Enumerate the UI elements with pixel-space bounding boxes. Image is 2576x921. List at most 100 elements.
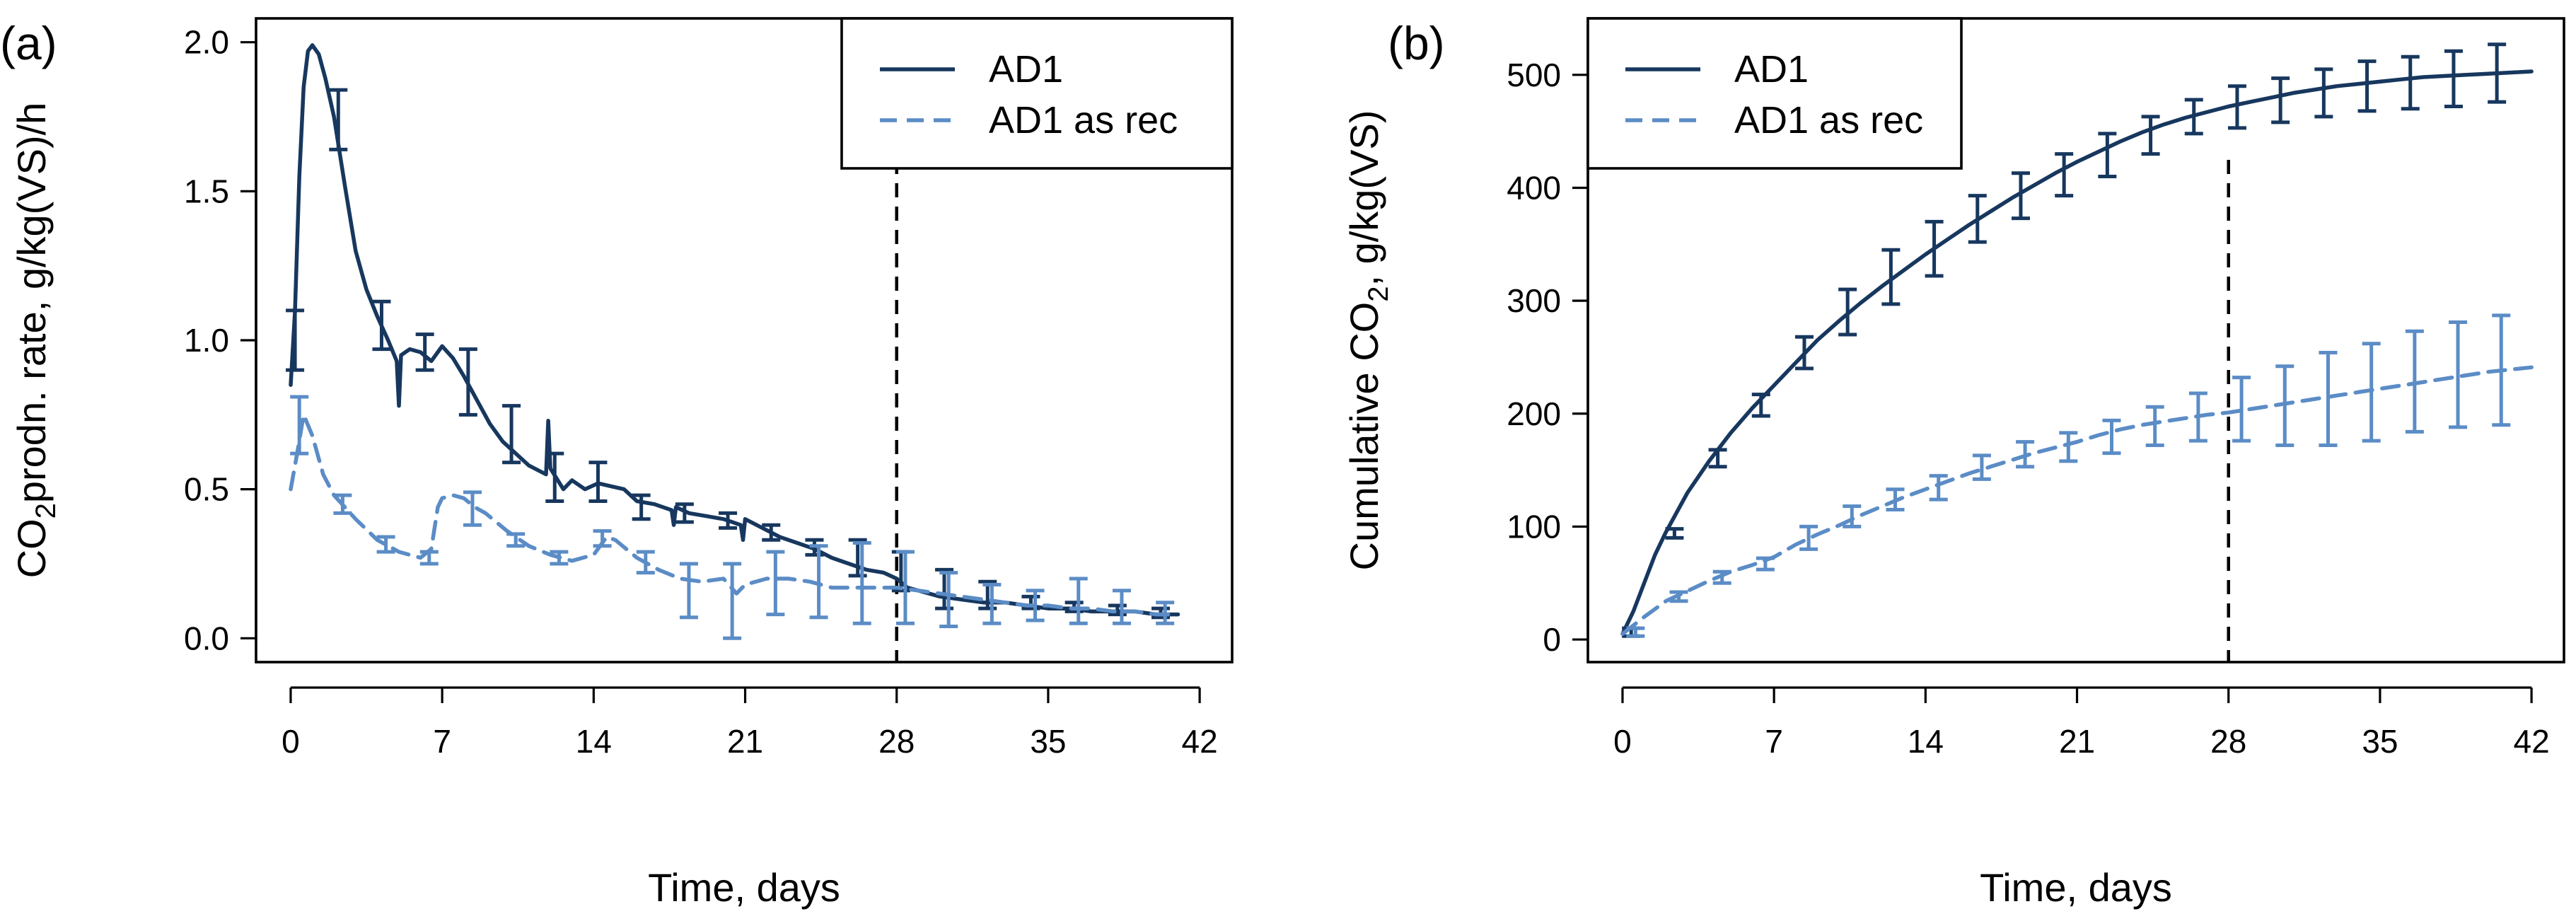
panel-a-ad1-as-rec-error-bar [852,540,871,625]
panel-b-ad1-error-bar [2357,59,2377,113]
panel-a-ad1-error-bar [1108,603,1127,617]
panel-b-ad1-error-bar [2227,84,2246,130]
panel-a-axes: 0 7 14 21 28 35 42 0.0 0.5 1.0 1.5 2.0 [184,24,1218,760]
panel-b-x-tick-label: 7 [1765,723,1783,760]
panel-a-x-axis-title: Time, days [648,865,840,910]
panel-b-ad1-as-rec-error-bar [1626,626,1645,638]
panel-a-ad1-error-bar [762,523,781,542]
panel-a-y-tick-label: 1.0 [184,322,229,359]
panel-b-legend-ad1-label: AD1 [1734,48,1809,91]
panel-a-x-tick-label: 0 [282,723,300,760]
panel-b-ad1-as-rec-error-bar [1756,556,1775,572]
panel-b-legend: AD1 AD1 as rec [1586,17,1963,170]
panel-b-ad1-as-rec-error-bar [2492,313,2511,427]
panel-b-ad1-error-bar [1665,527,1684,540]
panel-a-ad1-as-rec-error-bar [1026,589,1045,622]
panel-a-y-tick-label: 0.5 [184,471,229,508]
panel-b-x-tick-label: 14 [1908,723,1944,760]
panel-a-ad1-error-bar [588,460,608,503]
panel-b-ad1-error-bar [2184,98,2203,136]
panel-b-ad1-error-bar [2488,42,2507,104]
panel-a-ad1-error-bar [286,308,305,372]
panel-a-y-axis-title: CO2prodn. rate, g/kg(VS)/h [9,103,62,579]
panel-a-ad1-as-rec-error-bar [895,550,915,625]
panel-b-ad1-as-rec-error-bar [2059,431,2078,463]
panel-b-ad1-error-bar [2401,54,2420,111]
panel-a-ad1-as-rec-error-bar [290,395,309,456]
panel-b-y-tick-label: 100 [1507,508,1561,545]
panel-a-label: (a) [0,17,57,69]
panel-b-ad1-error-bar [2444,49,2463,109]
panel-b-y-title-main: Cumulative CO [1342,302,1386,571]
panel-a-ad1-as-rec-error-bar [1112,589,1131,625]
panel-a-ad1-error-bar [848,538,867,578]
panel-a-ad1-error-bar [502,404,521,465]
panel-a-ad1-as-rec-error-bar [636,550,655,575]
panel-a-ad1-error-bar [675,502,694,524]
panel-b-ad1-as-rec-error-bar [2016,440,2035,469]
panel-b-y-tick-label: 200 [1507,395,1561,432]
panel-b-y-axis-title: Cumulative CO2, g/kg(VS) [1342,110,1394,571]
panel-b-ad1-as-rec-error-bar [1669,590,1688,603]
panel-a-ad1-error-bar [329,88,348,151]
panel-b-ad1-as-rec-error-bar [2232,376,2251,443]
panel-b-ad1-as-rec-error-bar [2275,364,2294,447]
panel-b-ad1-error-bar [1794,335,1814,371]
panel-b-series [1620,42,2534,638]
panel-b-ad1-error-bar [2314,67,2333,119]
panel-a-ad1-as-rec-error-bar [1069,577,1088,625]
panel-a-ad1-error-bar [891,550,910,593]
panel-a-legend-box [840,17,1234,170]
panel-b-legend-box [1586,17,1963,170]
panel-b-x-tick-label: 35 [2362,723,2398,760]
panel-a-y-title-rest: prodn. rate, g/kg(VS)/h [9,103,54,504]
panel-b-ad1-as-rec-error-bar [2449,320,2468,429]
panel-a-ad1-error-bar [372,299,391,352]
panel-b-ad1-error-bar [1881,248,1901,306]
panel-b-ad1-as-rec-error-bar [1799,524,1818,551]
panel-b-ad1-error-bar [2271,76,2290,124]
panel-a-ad1-as-rec-error-bar [463,490,482,527]
panel-a-ad1-as-rec-error-bar [809,544,828,620]
panel-b-ad1-as-rec-error-bar [2188,391,2207,443]
panel-b-ad1-line [1620,69,2534,636]
panel-a-x-tick-label: 7 [433,723,451,760]
panel-a-series [286,43,1180,640]
panel-a-ad1-as-rec-error-bar [376,535,395,554]
panel-a-ad1-as-rec-error-bar [1156,601,1175,625]
panel-a-y-title-main: CO [9,519,54,578]
panel-b-ad1-as-rec-error-bar [2405,329,2424,434]
panel-a-legend-ad1-rec-label: AD1 as rec [989,99,1178,141]
panel-b-x-tick-label: 42 [2514,723,2550,760]
panel-b-y-tick-label: 400 [1507,169,1561,206]
panel-b-x-tick-label: 0 [1613,723,1632,760]
panel-a-ad1-error-bar [719,511,738,530]
panel-a-legend-ad1-label: AD1 [989,48,1063,91]
panel-a-ad1-error-bar [632,493,651,521]
panel-a-ad1-as-rec-error-bar [333,493,352,515]
panel-a-ad1-as-rec-error-bar [939,571,958,628]
panel-b-y-tick-label: 300 [1507,282,1561,319]
panel-b-ad1-error-bar [2098,132,2117,179]
panel-b-legend-ad1-rec-label: AD1 as rec [1734,99,1923,141]
panel-a-ad1-error-bar [935,567,954,610]
panel-a-ad1-as-rec-error-bar [550,550,569,566]
panel-b-ad1-error-bar [1708,448,1727,469]
panel-a-ad1-as-rec-error-bar [766,550,785,617]
panel-a-ad1-as-rec-line [289,412,1180,617]
panel-a-ad1-as-rec-error-bar [506,532,526,548]
panel-b-ad1-as-rec-error-bar [2145,405,2164,447]
panel-a-ad1-as-rec-error-bar [593,529,612,548]
panel-a-x-tick-label: 28 [878,723,915,760]
panel-b-ad1-error-bar [2011,171,2030,221]
panel-b-ad1-error-bar [2141,115,2160,156]
panel-a-ad1-as-rec-error-bar [982,582,1002,625]
panel-b-ad1-error-bar [1751,393,1770,418]
panel-a-x-tick-label: 21 [727,723,763,760]
panel-b-ad1-as-rec-line [1620,365,2534,636]
panel-b-ad1-as-rec-error-bar [2362,342,2381,443]
panel-b-ad1-as-rec-error-bar [1843,504,1862,528]
panel-b-x-tick-label: 28 [2210,723,2246,760]
panel-b-ad1-error-bar [2055,152,2074,198]
